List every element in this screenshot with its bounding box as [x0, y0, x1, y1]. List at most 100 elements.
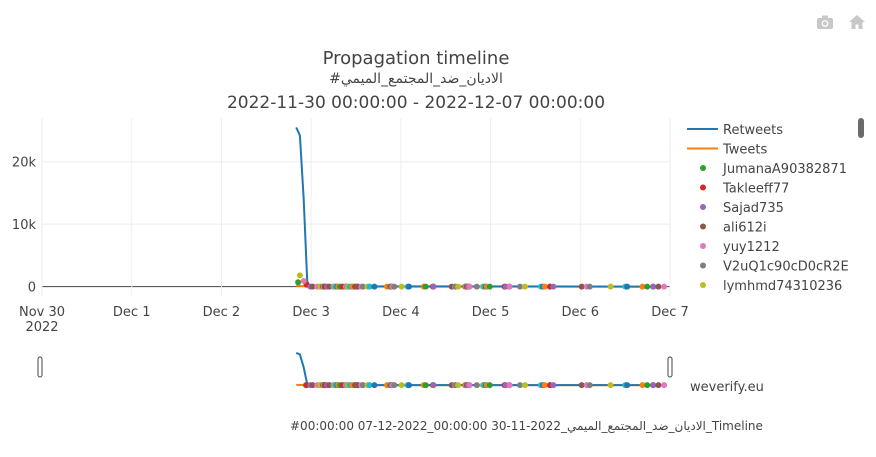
footer-filename: #00:00:00 07-12-2022_00:00:00 30-11-2022… — [290, 419, 763, 433]
range-user-marker — [360, 382, 366, 389]
range-user-marker — [639, 382, 646, 389]
range-user-marker — [398, 382, 405, 389]
x-tick-label: Nov 30 2022 — [19, 305, 65, 335]
user-marker[interactable] — [406, 283, 412, 290]
legend-item-retweets[interactable]: Retweets — [687, 123, 783, 138]
range-user-marker — [455, 382, 462, 389]
range-user-marker — [371, 382, 378, 389]
user-marker[interactable] — [360, 283, 366, 290]
y-tick-label: 20k — [12, 156, 37, 171]
range-user-marker — [486, 382, 493, 389]
user-marker[interactable] — [521, 283, 528, 290]
user-marker[interactable] — [550, 283, 557, 290]
user-marker[interactable] — [541, 283, 548, 290]
range-user-marker — [391, 382, 398, 389]
chart-date-range: 2022-11-30 00:00:00 - 2022-12-07 00:00:0… — [227, 93, 605, 113]
user-marker[interactable] — [398, 283, 405, 290]
range-user-marker — [430, 382, 437, 389]
legend[interactable]: Retweets Tweets JumanaA90382871 Takleeff77 S… — [687, 123, 849, 308]
range-user-marker — [466, 382, 473, 389]
range-user-marker — [473, 382, 480, 389]
user-marker[interactable] — [650, 283, 657, 290]
user-marker[interactable] — [607, 283, 614, 290]
range-user-marker — [550, 382, 557, 389]
range-user-marker — [661, 382, 668, 389]
svg-text:lymhmd74310236: lymhmd74310236 — [723, 279, 842, 294]
main-plot-area[interactable] — [295, 126, 668, 290]
user-marker[interactable] — [586, 283, 593, 290]
range-slider-handle-left[interactable] — [37, 356, 43, 378]
chart-title: Propagation timeline — [323, 48, 510, 69]
svg-text:Sajad735: Sajad735 — [723, 201, 784, 216]
x-tick-label: Dec 7 — [651, 305, 689, 320]
range-slider-handle-right[interactable] — [667, 356, 673, 378]
y-tick-label: 10k — [12, 218, 37, 233]
range-series-line-retweets — [295, 351, 667, 387]
user-marker[interactable] — [466, 283, 473, 290]
user-marker[interactable] — [661, 283, 668, 290]
user-marker[interactable] — [517, 283, 523, 290]
legend-item-user[interactable]: Takleeff77 — [700, 182, 789, 197]
svg-text:JumanaA90382871: JumanaA90382871 — [722, 162, 847, 177]
range-user-marker — [650, 382, 657, 389]
user-marker[interactable] — [300, 278, 307, 284]
user-marker[interactable] — [391, 283, 398, 290]
series-line-retweets[interactable] — [295, 126, 667, 288]
legend-item-user[interactable]: yuy1212 — [700, 240, 780, 255]
user-marker[interactable] — [578, 283, 585, 290]
chart-subtitle: #الاديان_ضد_المجتمع_الميمي — [329, 71, 503, 87]
range-user-marker — [644, 382, 651, 389]
x-tick-label: Dec 5 — [472, 305, 510, 320]
user-marker[interactable] — [309, 283, 316, 290]
legend-item-tweets[interactable]: Tweets — [687, 143, 768, 158]
y-axis-ticks: 0 10k 20k — [12, 156, 37, 296]
user-marker[interactable] — [296, 272, 303, 279]
user-marker[interactable] — [655, 283, 662, 290]
grid — [41, 118, 671, 296]
camera-icon[interactable] — [816, 14, 834, 30]
user-marker[interactable] — [371, 283, 378, 290]
svg-text:yuy1212: yuy1212 — [723, 240, 780, 255]
range-user-marker — [366, 382, 373, 389]
user-marker[interactable] — [295, 279, 302, 286]
x-axis-ticks: Nov 30 2022 Dec 1 Dec 2 Dec 3 Dec 4 Dec 5 Dec 6… — [19, 305, 689, 335]
range-user-marker — [607, 382, 614, 389]
range-slider-preview — [295, 351, 668, 389]
user-marker[interactable] — [644, 283, 651, 290]
user-marker[interactable] — [473, 283, 480, 290]
legend-scrollbar[interactable] — [858, 118, 864, 138]
range-user-marker — [586, 382, 593, 389]
user-marker[interactable] — [486, 283, 493, 290]
svg-text:V2uQ1c90cD0cR2E: V2uQ1c90cD0cR2E — [723, 260, 849, 275]
x-tick-label: Dec 2 — [203, 305, 241, 320]
user-marker[interactable] — [506, 283, 513, 290]
range-user-marker — [517, 382, 523, 389]
user-marker[interactable] — [639, 283, 646, 290]
range-user-marker — [521, 382, 528, 389]
range-user-marker — [578, 382, 585, 389]
legend-item-user[interactable]: Sajad735 — [700, 201, 784, 216]
x-tick-label: Dec 1 — [113, 305, 151, 320]
x-tick-label: Dec 4 — [382, 305, 420, 320]
modebar — [816, 14, 866, 30]
legend-item-user-partial[interactable] — [700, 302, 706, 308]
legend-item-user[interactable]: JumanaA90382871 — [700, 162, 847, 177]
svg-text:Tweets: Tweets — [722, 143, 768, 158]
legend-item-user[interactable]: lymhmd74310236 — [700, 279, 842, 294]
user-marker[interactable] — [422, 283, 429, 290]
range-user-marker — [655, 382, 662, 389]
x-tick-label: Dec 3 — [292, 305, 330, 320]
user-marker[interactable] — [430, 283, 437, 290]
user-marker[interactable] — [455, 283, 462, 290]
credit-text: weverify.eu — [690, 380, 764, 395]
svg-text:ali612i: ali612i — [723, 221, 767, 236]
range-slider[interactable] — [37, 351, 673, 389]
user-marker[interactable] — [624, 283, 631, 290]
home-icon[interactable] — [848, 14, 866, 30]
y-tick-label: 0 — [28, 281, 36, 296]
legend-item-user[interactable]: ali612i — [700, 221, 767, 236]
range-user-marker — [624, 382, 631, 389]
legend-item-user[interactable]: V2uQ1c90cD0cR2E — [700, 260, 849, 275]
user-marker[interactable] — [366, 283, 373, 290]
